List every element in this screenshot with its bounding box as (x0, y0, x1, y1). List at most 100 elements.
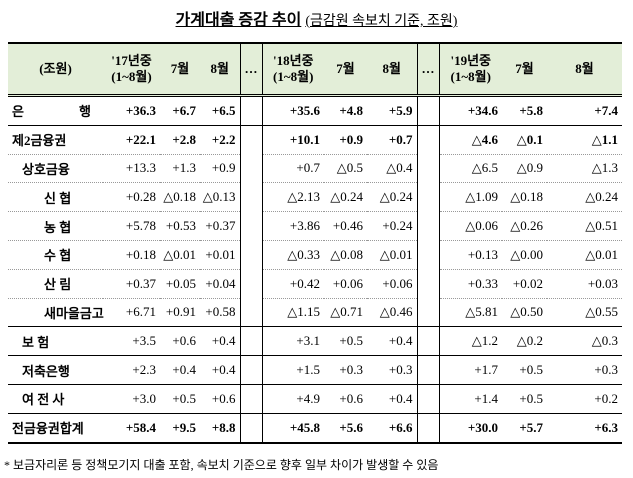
gap-cell (239, 412, 263, 444)
row-label: 상호금융 (8, 154, 103, 184)
value-cell: +2.8 (160, 124, 200, 155)
value-cell: +34.6 (439, 95, 502, 126)
gap-cell (416, 95, 440, 126)
value-cell: +0.4 (200, 355, 240, 385)
value-cell: +0.3 (547, 355, 622, 385)
row-label: 산 림 (8, 269, 103, 299)
gap-cell (416, 240, 440, 270)
value-cell: +0.2 (547, 383, 622, 414)
value-cell: △0.3 (547, 326, 622, 357)
header-cell: 7월 (160, 42, 200, 97)
table-row: 여 전 사 +3.0 +0.5 +0.6 +4.9 +0.6 +0.4 +1.4 +0.5 +0.… (8, 383, 622, 414)
gap-cell (239, 182, 263, 212)
gap-cell (239, 383, 263, 414)
value-cell: +1.4 (439, 383, 502, 414)
value-cell: +45.8 (262, 412, 324, 444)
value-cell: +0.6 (324, 383, 367, 414)
table-row: 상호금융 +13.3 +1.3 +0.9 +0.7 △0.5 △0.4 △6.5 △0.9 △1.… (8, 154, 622, 184)
row-label: 신 협 (8, 182, 103, 213)
header-cell: '17년중 (1~8월) (103, 42, 160, 97)
value-cell: +0.06 (367, 269, 417, 299)
gap-cell (239, 154, 263, 183)
value-cell: +0.5 (502, 383, 547, 414)
value-cell: +5.7 (502, 412, 547, 444)
value-cell: △0.00 (502, 240, 547, 270)
table-row: 저축은행 +2.3 +0.4 +0.4 +1.5 +0.3 +0.3 +1.7 +0.5 +0.3 (8, 355, 622, 385)
value-cell: △0.24 (324, 182, 367, 213)
gap-cell (416, 182, 440, 212)
header-cell: '19년중 (1~8월) (439, 42, 502, 97)
value-cell: △1.2 (439, 326, 502, 357)
value-cell: △1.09 (439, 182, 502, 213)
value-cell: +2.3 (103, 355, 160, 385)
value-cell: +0.24 (367, 211, 417, 241)
value-cell: +0.42 (262, 269, 324, 299)
value-cell: +0.9 (324, 124, 367, 155)
table-row: 산 림 +0.37 +0.05 +0.04 +0.42 +0.06 +0.06 +0.33 +0… (8, 269, 622, 299)
gap-cell (416, 355, 440, 385)
value-cell: +0.4 (367, 326, 417, 357)
value-cell: △0.24 (367, 182, 417, 213)
row-label: 저축은행 (8, 355, 103, 385)
value-cell: +0.3 (324, 355, 367, 385)
gap-cell (239, 298, 263, 327)
row-label: 농 협 (8, 211, 103, 241)
value-cell: +58.4 (103, 412, 160, 444)
value-cell: +0.4 (367, 383, 417, 414)
value-cell: △0.1 (502, 124, 547, 155)
value-cell: +0.05 (160, 269, 200, 299)
value-cell: △0.9 (502, 154, 547, 184)
value-cell: △1.1 (547, 124, 622, 155)
value-cell: △0.01 (547, 240, 622, 270)
value-cell: +10.1 (262, 124, 324, 155)
value-cell: +0.5 (502, 355, 547, 385)
value-cell: △0.50 (502, 298, 547, 328)
table-body: 은 행 +36.3 +6.7 +6.5 +35.6 +4.8 +5.9 +34.6 +5.8 +7… (8, 95, 622, 444)
gap-cell (416, 269, 440, 299)
value-cell: +4.8 (324, 95, 367, 126)
value-cell: △0.33 (262, 240, 324, 270)
row-label: 새마을금고 (8, 298, 104, 328)
value-cell: △5.81 (439, 298, 502, 328)
value-cell: +0.6 (200, 383, 240, 414)
value-cell: △0.46 (367, 298, 417, 328)
value-cell: +0.91 (160, 298, 200, 328)
value-cell: +0.02 (502, 269, 547, 299)
value-cell: +0.13 (439, 240, 502, 270)
value-cell: +4.9 (262, 383, 324, 414)
value-cell: +1.5 (262, 355, 324, 385)
value-cell: △0.13 (200, 182, 240, 213)
value-cell: +0.01 (200, 240, 240, 270)
row-label: 보 험 (8, 326, 103, 357)
gap-cell (416, 383, 440, 414)
title-bar: 가계대출 증감 추이 (금감원 속보치 기준, 조원) (0, 6, 633, 30)
value-cell: △0.2 (502, 326, 547, 357)
value-cell: +1.7 (439, 355, 502, 385)
table-row: 보 험 +3.5 +0.6 +0.4 +3.1 +0.5 +0.4 △1.2 △0.2 △0.3 (8, 326, 622, 357)
value-cell: △0.5 (324, 154, 367, 184)
value-cell: +22.1 (103, 124, 160, 155)
value-cell: +7.4 (547, 95, 622, 126)
value-cell: +0.5 (324, 326, 367, 357)
gap-cell (239, 124, 263, 155)
value-cell: +36.3 (103, 95, 160, 126)
value-cell: △0.55 (547, 298, 622, 328)
value-cell: +0.4 (200, 326, 240, 357)
value-cell: +30.0 (439, 412, 502, 444)
value-cell: +0.46 (324, 211, 367, 241)
value-cell: +1.3 (160, 154, 200, 184)
value-cell: +0.3 (367, 355, 417, 385)
gap-cell (416, 298, 440, 327)
value-cell: +0.28 (103, 182, 160, 213)
value-cell: △0.26 (502, 211, 547, 241)
value-cell: +5.6 (324, 412, 367, 444)
value-cell: +0.18 (103, 240, 160, 270)
row-label: 수 협 (8, 240, 103, 270)
value-cell: △0.08 (324, 240, 367, 270)
row-label: 전금융권합계 (8, 412, 103, 444)
value-cell: △0.18 (160, 182, 200, 213)
value-cell: +0.9 (200, 154, 240, 184)
table-row: 새마을금고 +6.71 +0.91 +0.58 △1.15 △0.71 △0.46 △5.81… (8, 298, 622, 328)
value-cell: △0.24 (547, 182, 622, 213)
value-cell: △6.5 (439, 154, 502, 184)
